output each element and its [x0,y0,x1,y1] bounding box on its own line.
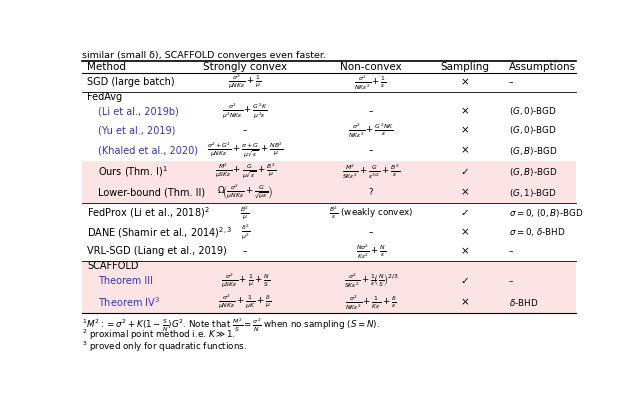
Text: $\frac{N\sigma^2}{K\epsilon^2} + \frac{N}{\epsilon}$: $\frac{N\sigma^2}{K\epsilon^2} + \frac{N… [356,242,386,261]
Text: –: – [369,146,373,155]
Text: $(G,0)$-BGD: $(G,0)$-BGD [509,105,557,117]
Text: ×: × [460,227,469,237]
Bar [83,271,575,292]
Text: SCAFFOLD: SCAFFOLD [88,261,139,271]
Text: $\sigma=0$, $(0,B)$-BGD: $\sigma=0$, $(0,B)$-BGD [509,207,584,219]
Text: ×: × [460,77,469,87]
Text: similar (small δ), SCAFFOLD converges even faster.: similar (small δ), SCAFFOLD converges ev… [83,51,326,60]
Text: –: – [509,277,513,286]
Text: ×: × [460,106,469,116]
Text: $^3$ proved only for quadratic functions.: $^3$ proved only for quadratic functions… [83,340,248,354]
Text: $\frac{M^2}{SK\epsilon^2} + \frac{G}{\epsilon^{3/2}} + \frac{B^2}{\epsilon}$: $\frac{M^2}{SK\epsilon^2} + \frac{G}{\ep… [342,162,400,181]
Bar [83,261,575,271]
Text: ✓: ✓ [460,167,469,177]
Text: $(G,B)$-BGD: $(G,B)$-BGD [509,166,557,178]
Text: $\frac{B^2}{\epsilon}$ (weakly convex): $\frac{B^2}{\epsilon}$ (weakly convex) [329,205,413,221]
Text: (Khaled et al., 2020): (Khaled et al., 2020) [99,146,198,156]
Text: DANE (Shamir et al., 2014)$^{2,3}$: DANE (Shamir et al., 2014)$^{2,3}$ [88,225,233,240]
Text: SGD (large batch): SGD (large batch) [88,77,175,87]
Text: VRL-SGD (Liang et al., 2019): VRL-SGD (Liang et al., 2019) [88,246,227,257]
Text: $\frac{B^2}{\mu}$: $\frac{B^2}{\mu}$ [241,204,250,221]
Text: Sampling: Sampling [440,62,489,72]
Text: ×: × [460,146,469,156]
Text: Non-convex: Non-convex [340,62,402,72]
Text: Theorem III: Theorem III [99,276,154,286]
Text: Ours (Thm. I)$^1$: Ours (Thm. I)$^1$ [99,164,168,179]
Text: $(G,B)$-BGD: $(G,B)$-BGD [509,145,557,157]
Text: ✓: ✓ [460,276,469,286]
Text: (Yu et al., 2019): (Yu et al., 2019) [99,126,176,135]
Text: –: – [369,107,373,116]
Text: –: – [369,228,373,237]
Text: $\frac{\delta^2}{\mu^2}$: $\frac{\delta^2}{\mu^2}$ [241,223,250,242]
Text: –: – [243,126,248,135]
Text: ?: ? [369,188,373,197]
Text: $\sigma=0$, $\delta$-BHD: $\sigma=0$, $\delta$-BHD [509,226,566,238]
Text: –: – [243,247,248,256]
Text: Assumptions: Assumptions [509,62,576,72]
Text: ✓: ✓ [460,208,469,218]
Text: Theorem IV$^3$: Theorem IV$^3$ [99,295,161,309]
Text: $\delta$-BHD: $\delta$-BHD [509,297,538,308]
Text: $\frac{\sigma^2}{\mu NK\epsilon} + \frac{1}{\mu}$: $\frac{\sigma^2}{\mu NK\epsilon} + \frac… [228,73,262,91]
Text: $\frac{\sigma^2}{\mu SK\epsilon} + \frac{1}{\mu} + \frac{N}{S}$: $\frac{\sigma^2}{\mu SK\epsilon} + \frac… [221,272,270,290]
Text: ×: × [460,246,469,257]
Text: Method: Method [88,62,127,72]
Text: $\Omega\!\left(\frac{\sigma^2}{\mu NK\epsilon} + \frac{G}{\sqrt{\mu\epsilon}}\ri: $\Omega\!\left(\frac{\sigma^2}{\mu NK\ep… [217,183,273,202]
Text: $\frac{\sigma^2}{\mu^2 NK\epsilon} + \frac{G^2 K}{\mu^2\epsilon}$: $\frac{\sigma^2}{\mu^2 NK\epsilon} + \fr… [223,102,268,121]
Text: ×: × [460,188,469,198]
Text: $\frac{\sigma^2}{SK\epsilon^2} + \frac{1}{\epsilon}\!\left(\frac{N}{S}\right)^{\: $\frac{\sigma^2}{SK\epsilon^2} + \frac{1… [344,272,398,291]
Bar [83,292,575,313]
Text: $\frac{\sigma^2}{NK\epsilon^2} + \frac{G^2 NK}{\epsilon}$: $\frac{\sigma^2}{NK\epsilon^2} + \frac{G… [348,121,394,140]
Text: $(G,1)$-BGD: $(G,1)$-BGD [509,187,557,199]
Text: Lower-bound (Thm. II): Lower-bound (Thm. II) [99,188,205,198]
Text: $\frac{\sigma^2}{NK\epsilon^2} + \frac{1}{\epsilon}$: $\frac{\sigma^2}{NK\epsilon^2} + \frac{1… [355,73,387,91]
Text: FedAvg: FedAvg [88,92,122,102]
Text: ×: × [460,297,469,307]
Text: $^2$ proximal point method i.e. $K \gg 1$.: $^2$ proximal point method i.e. $K \gg 1… [83,328,236,343]
Text: –: – [509,247,513,256]
Bar [83,182,575,203]
Text: (Li et al., 2019b): (Li et al., 2019b) [99,106,179,116]
Text: $(G,0)$-BGD: $(G,0)$-BGD [509,124,557,137]
Text: $\frac{M^2}{\mu SK\epsilon} + \frac{G}{\mu\sqrt{\epsilon}} + \frac{B^2}{\mu}$: $\frac{M^2}{\mu SK\epsilon} + \frac{G}{\… [214,162,276,181]
Text: $\frac{\sigma^2}{\mu NK\epsilon} + \frac{1}{\mu K} + \frac{\delta}{\mu}$: $\frac{\sigma^2}{\mu NK\epsilon} + \frac… [218,293,272,311]
Text: $^1 M^2 := \sigma^2 + K(1 - \frac{S}{N})G^2$. Note that $\frac{M^2}{S} = \frac{\: $^1 M^2 := \sigma^2 + K(1 - \frac{S}{N})… [83,316,380,334]
Bar [83,161,575,182]
Text: Strongly convex: Strongly convex [203,62,287,72]
Text: ×: × [460,126,469,135]
Text: $\frac{\sigma^2}{NK\epsilon^2} + \frac{1}{K\epsilon} + \frac{\delta}{\epsilon}$: $\frac{\sigma^2}{NK\epsilon^2} + \frac{1… [345,293,397,312]
Text: $\frac{\sigma^2+G^2}{\mu NK\epsilon} + \frac{\sigma+G}{\mu\sqrt{\epsilon}} + \fr: $\frac{\sigma^2+G^2}{\mu NK\epsilon} + \… [207,141,284,160]
Text: FedProx (Li et al., 2018)$^2$: FedProx (Li et al., 2018)$^2$ [88,206,210,220]
Text: –: – [509,78,513,87]
